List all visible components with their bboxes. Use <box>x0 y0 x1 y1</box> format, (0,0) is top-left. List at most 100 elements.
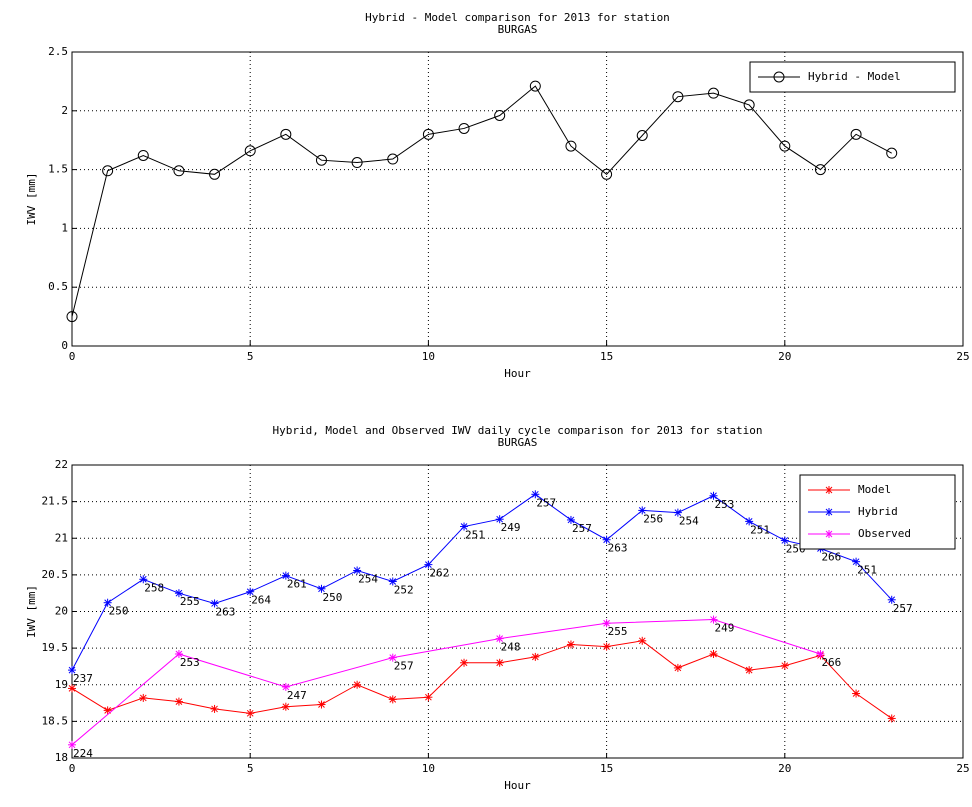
marker <box>210 704 219 713</box>
marker-stroke <box>745 666 753 674</box>
marker-stroke <box>825 508 833 516</box>
marker <box>281 571 290 580</box>
point-label: 257 <box>893 602 913 615</box>
marker <box>773 71 785 83</box>
marker-stroke <box>425 561 432 568</box>
marker <box>601 168 613 180</box>
marker <box>494 110 506 122</box>
x-tick-label: 15 <box>600 762 613 775</box>
marker <box>887 595 896 604</box>
marker-stroke <box>68 666 76 674</box>
marker <box>244 145 256 157</box>
marker <box>638 506 647 515</box>
marker-stroke <box>211 600 218 607</box>
marker <box>210 599 219 608</box>
marker <box>66 311 78 323</box>
marker <box>852 557 861 566</box>
marker <box>281 682 290 691</box>
y-axis-label: IWV [mm] <box>25 173 38 226</box>
marker <box>209 168 221 180</box>
marker <box>825 530 833 538</box>
marker <box>565 140 577 152</box>
x-tick-label: 5 <box>247 350 254 363</box>
marker <box>422 128 434 140</box>
point-label: 253 <box>180 656 200 669</box>
x-tick-label: 0 <box>69 762 76 775</box>
marker <box>353 680 362 689</box>
marker <box>174 649 183 658</box>
x-tick-label: 5 <box>247 762 254 775</box>
x-tick-label: 20 <box>778 762 791 775</box>
marker-stroke <box>353 567 361 574</box>
y-tick-label: 0 <box>61 339 68 352</box>
y-tick-label: 2 <box>61 104 68 117</box>
marker <box>708 87 720 99</box>
marker-stroke <box>246 588 254 596</box>
marker <box>174 589 183 598</box>
series-line <box>71 619 821 746</box>
point-label: 252 <box>394 583 414 596</box>
series-line <box>71 640 893 719</box>
marker-stroke <box>246 709 254 717</box>
point-label: 254 <box>358 572 378 585</box>
marker <box>139 693 148 702</box>
point-label: 264 <box>251 594 271 607</box>
marker <box>636 129 648 141</box>
marker <box>602 619 611 628</box>
marker <box>887 714 896 723</box>
marker-stroke <box>175 698 183 705</box>
marker-stroke <box>282 572 290 579</box>
marker-stroke <box>460 523 468 530</box>
x-axis-label: Hour <box>504 367 531 380</box>
marker-stroke <box>817 650 824 658</box>
point-label: 262 <box>429 567 449 580</box>
marker-stroke <box>781 537 789 544</box>
marker-stroke <box>175 589 183 597</box>
marker <box>315 154 327 166</box>
y-tick-label: 21.5 <box>42 495 69 508</box>
marker <box>317 584 326 593</box>
y-tick-label: 0.5 <box>48 280 68 293</box>
y-tick-label: 20 <box>55 605 68 618</box>
point-label: 251 <box>750 523 770 536</box>
point-label: 257 <box>394 660 414 673</box>
chart-title: Hybrid, Model and Observed IWV daily cyc… <box>272 424 762 437</box>
marker-stroke <box>389 696 397 703</box>
marker <box>709 615 718 624</box>
marker <box>709 491 718 500</box>
point-label: 257 <box>572 522 592 535</box>
marker <box>745 517 754 526</box>
marker-stroke <box>353 681 361 689</box>
marker-stroke <box>888 715 896 722</box>
marker-stroke <box>710 492 717 500</box>
marker <box>673 663 682 672</box>
marker-stroke <box>852 558 860 566</box>
legend-label: Hybrid <box>858 505 898 518</box>
legend-label: Model <box>858 483 891 496</box>
marker <box>673 508 682 517</box>
marker <box>850 128 862 140</box>
legend-label: Observed <box>858 527 911 540</box>
x-tick-label: 15 <box>600 350 613 363</box>
marker <box>173 165 185 177</box>
marker <box>388 577 397 586</box>
series-line <box>71 493 893 671</box>
marker <box>317 700 326 709</box>
marker <box>281 702 290 711</box>
marker <box>460 522 469 531</box>
marker-stroke <box>638 507 646 514</box>
marker-stroke <box>603 619 610 627</box>
marker-stroke <box>104 599 111 607</box>
marker <box>137 149 149 161</box>
marker <box>68 684 76 693</box>
marker-stroke <box>710 616 717 623</box>
point-label: 249 <box>715 622 735 635</box>
marker <box>139 575 148 584</box>
marker <box>825 508 833 516</box>
x-tick-label: 0 <box>69 350 76 363</box>
y-tick-label: 20.5 <box>42 568 69 581</box>
marker-stroke <box>674 664 682 672</box>
marker <box>102 165 114 177</box>
marker <box>780 661 789 670</box>
